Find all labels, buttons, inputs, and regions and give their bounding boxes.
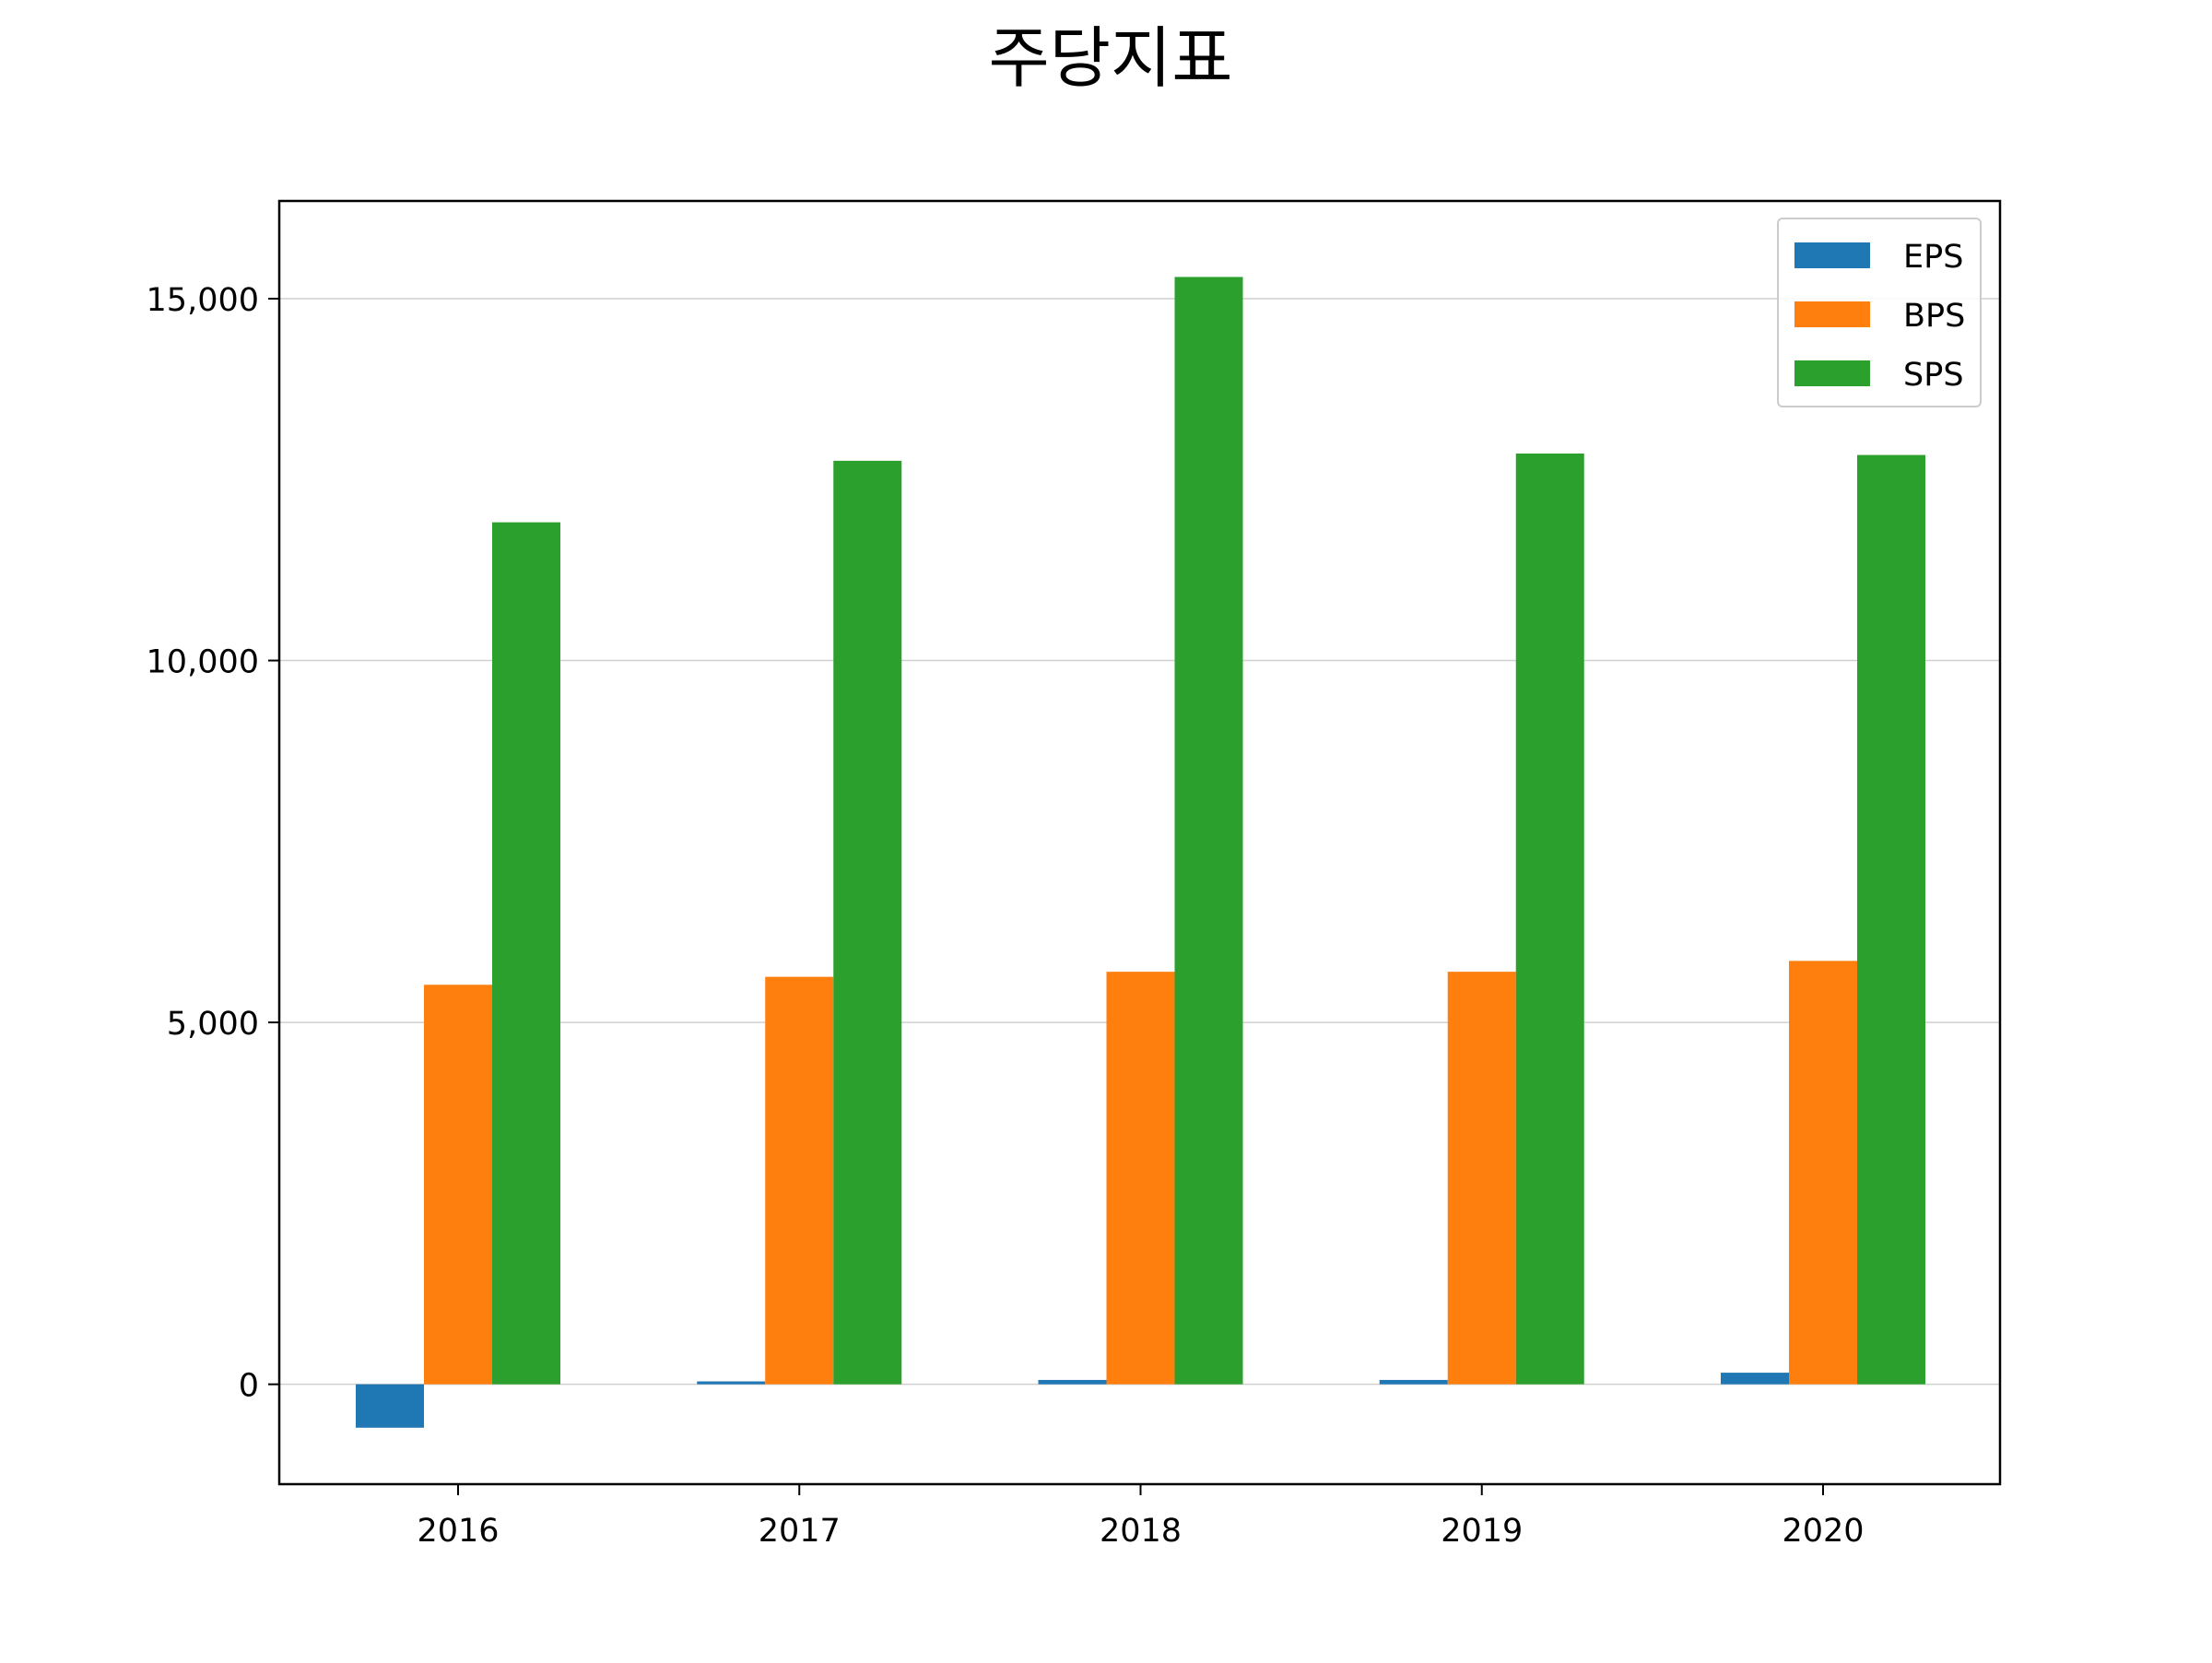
legend-swatch-sps — [1794, 360, 1870, 386]
bar-eps-2016 — [356, 1384, 424, 1428]
x-tick-label: 2018 — [1100, 1513, 1182, 1550]
bar-eps-2017 — [697, 1381, 766, 1385]
x-tick-label: 2016 — [417, 1513, 499, 1550]
bar-eps-2018 — [1038, 1379, 1107, 1385]
y-tick-label: 5,000 — [167, 1006, 259, 1043]
y-tick-label: 0 — [239, 1368, 259, 1405]
bar-sps-2017 — [833, 460, 902, 1385]
bar-sps-2020 — [1857, 454, 1925, 1385]
bar-bps-2020 — [1789, 961, 1857, 1385]
legend-label-sps: SPS — [1903, 357, 1964, 394]
legend-label-eps: EPS — [1903, 239, 1963, 276]
x-tick-label: 2020 — [1782, 1513, 1864, 1550]
y-tick-label: 15,000 — [147, 282, 259, 319]
bar-bps-2019 — [1447, 972, 1516, 1385]
bar-sps-2018 — [1174, 277, 1243, 1385]
legend-label-bps: BPS — [1903, 298, 1965, 335]
bar-eps-2020 — [1721, 1373, 1789, 1385]
bar-bps-2016 — [424, 985, 492, 1385]
bar-eps-2019 — [1379, 1379, 1448, 1385]
x-axis: 2016 2017 2018 2019 2020 — [417, 1484, 1865, 1550]
bar-sps-2019 — [1515, 454, 1584, 1385]
x-tick-label: 2017 — [759, 1513, 841, 1550]
bar-bps-2018 — [1106, 972, 1175, 1385]
y-axis: 0 5,000 10,000 15,000 — [147, 282, 279, 1405]
bar-bps-2017 — [765, 976, 834, 1385]
x-tick-label: 2019 — [1441, 1513, 1523, 1550]
y-tick-label: 10,000 — [147, 644, 259, 681]
bars — [356, 277, 1925, 1428]
legend-swatch-bps — [1794, 301, 1870, 327]
bar-sps-2016 — [492, 522, 560, 1385]
legend-swatch-eps — [1794, 242, 1870, 268]
chart-title: 주당지표 — [989, 19, 1233, 97]
legend: EPS BPS SPS — [1777, 218, 1982, 407]
